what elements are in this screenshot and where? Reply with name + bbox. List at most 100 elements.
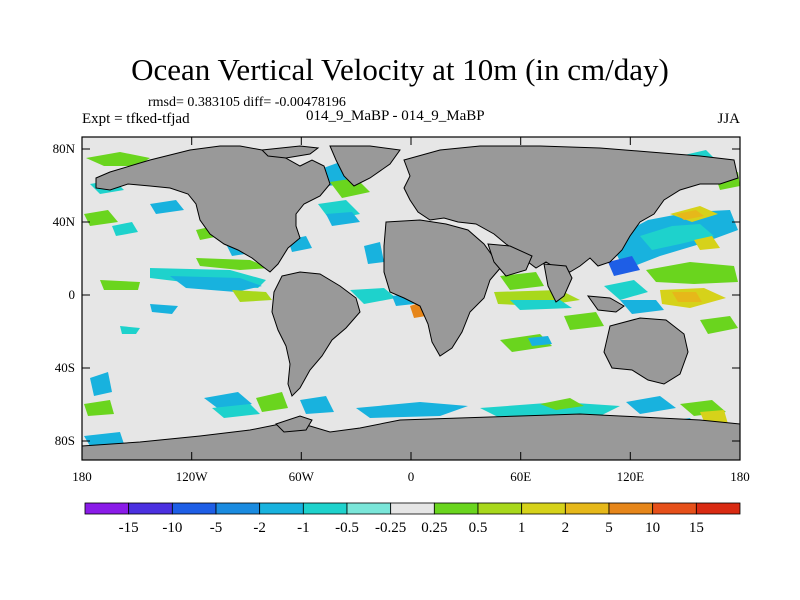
anomaly-patch [150, 304, 178, 314]
anomaly-patch [84, 400, 114, 416]
colorbar-label: -15 [119, 520, 139, 536]
anomaly-patch [694, 236, 720, 250]
lon-tick-label: 180 [730, 469, 750, 484]
colorbar-swatch [433, 502, 479, 515]
colorbar-label: 2 [562, 520, 570, 536]
lon-tick-label: 120E [617, 469, 645, 484]
land-layer [82, 145, 740, 460]
colorbar-labels: -15 -10 -5 -2 -1 -0.5 -0.25 0.25 0.5 1 2 5 10 15 [119, 520, 704, 536]
arctic-islands [260, 145, 320, 159]
map-title: Ocean Vertical Velocity at 10m (in cm/da… [131, 52, 669, 87]
lon-tick-label: 60E [510, 469, 531, 484]
lon-tick-label: 180 [72, 469, 92, 484]
colorbar-swatch [128, 502, 173, 515]
anomaly-patch [256, 392, 288, 412]
anomaly-patch [326, 212, 360, 226]
colorbar-label: -0.5 [335, 520, 359, 536]
anomaly-patch [626, 396, 676, 414]
lon-tick-label: 0 [408, 469, 415, 484]
colorbar-swatch [477, 502, 523, 515]
anomaly-patch [120, 326, 140, 334]
colorbar-swatch [564, 502, 610, 515]
anomaly-patch [212, 404, 260, 418]
colorbar-label: -0.25 [375, 520, 406, 536]
eurasia [403, 145, 739, 273]
lon-tick-label: 60W [289, 469, 315, 484]
colorbar-swatch [302, 502, 348, 515]
colorbar-swatch [652, 502, 697, 515]
anomaly-patch [90, 372, 112, 396]
antarctica [82, 413, 740, 460]
longitude-tick-labels: 180 120W 60W 0 60E 120E 180 [72, 469, 750, 484]
colorbar-label: 0.25 [421, 520, 447, 536]
lat-tick-label: 80S [55, 433, 75, 448]
anomaly-patch [100, 280, 140, 290]
colorbar-swatch [608, 502, 654, 515]
greenland [329, 145, 401, 187]
colorbar [84, 502, 741, 515]
colorbar-label: 0.5 [469, 520, 488, 536]
colorbar-swatch [521, 502, 566, 515]
africa [383, 219, 503, 357]
anomaly-patch [350, 288, 396, 304]
anomaly-patch [646, 262, 738, 284]
anomaly-patch [364, 242, 384, 264]
antarctic-peninsula [275, 415, 313, 433]
anomaly-patch [232, 290, 272, 302]
anomaly-patch [564, 312, 604, 330]
anomaly-patch [528, 336, 552, 346]
anomaly-patch [170, 276, 262, 292]
australia [603, 317, 689, 385]
colorbar-swatch [84, 502, 130, 515]
latitude-ticks [82, 148, 740, 442]
colorbar-label: 10 [645, 520, 660, 536]
season-label: JJA [717, 111, 740, 127]
colorbar-swatch [346, 502, 392, 515]
anomaly-patch [620, 300, 664, 314]
anomaly-patch [676, 210, 704, 220]
colorbar-label: -10 [162, 520, 182, 536]
anomaly-patch [604, 280, 648, 300]
colorbar-swatch [390, 502, 435, 515]
colorbar-swatch [695, 502, 741, 515]
anomaly-patch [356, 402, 468, 418]
colorbar-label: 5 [605, 520, 613, 536]
case-label: 014_9_MaBP - 014_9_MaBP [306, 108, 485, 124]
anomaly-patch [672, 292, 702, 302]
anomaly-patch [86, 152, 150, 166]
stats-line: rmsd= 0.383105 diff= -0.00478196 [148, 95, 346, 110]
anomaly-patch [84, 210, 118, 226]
anomaly-patch [640, 224, 714, 250]
latitude-tick-labels: 80N 40N 0 40S 80S [53, 141, 76, 448]
lat-tick-label: 0 [69, 287, 76, 302]
colorbar-swatch [215, 502, 261, 515]
anomaly-patch [500, 272, 544, 290]
india [543, 263, 573, 303]
lat-tick-label: 40N [53, 214, 76, 229]
experiment-label: Expt = tfked-tfjad [82, 111, 190, 127]
anomaly-patch [196, 258, 270, 270]
north-america [95, 145, 331, 273]
anomaly-patch [540, 398, 584, 410]
indonesia [586, 295, 625, 313]
lat-tick-label: 80N [53, 141, 76, 156]
colorbar-label: -5 [210, 520, 223, 536]
anomaly-patch [300, 396, 334, 414]
arabia [487, 243, 533, 277]
colorbar-swatch [171, 502, 217, 515]
south-america [271, 271, 361, 397]
anomaly-patch [700, 316, 738, 334]
anomaly-patch [150, 200, 184, 214]
longitude-ticks [81, 137, 741, 460]
colorbar-swatch [259, 502, 304, 515]
lon-tick-label: 120W [176, 469, 209, 484]
colorbar-label: 1 [518, 520, 526, 536]
lat-tick-label: 40S [55, 360, 75, 375]
colorbar-label: -2 [253, 520, 266, 536]
anomaly-patch [608, 256, 640, 276]
anomaly-patch [112, 222, 138, 236]
colorbar-label: -1 [297, 520, 310, 536]
anomaly-patch [84, 432, 124, 446]
colorbar-label: 15 [689, 520, 704, 536]
